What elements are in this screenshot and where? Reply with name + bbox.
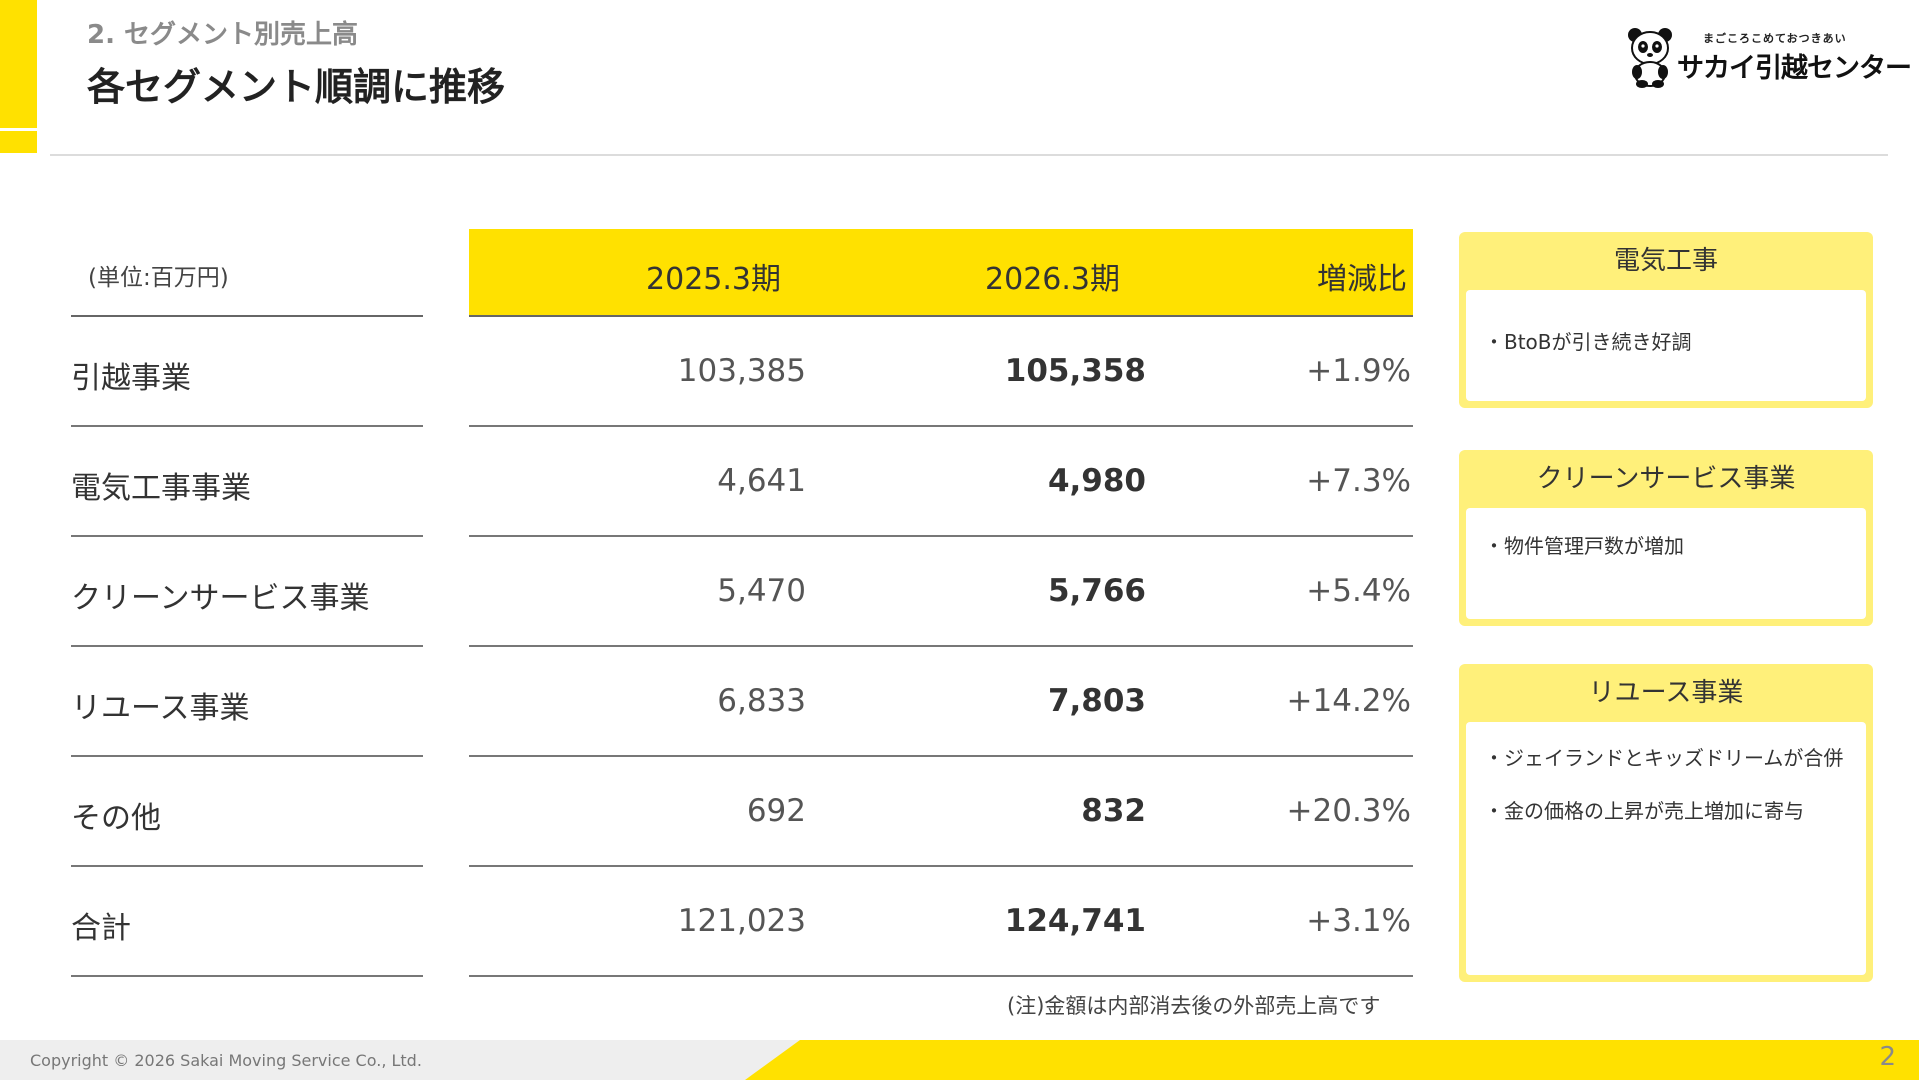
accent-bar-lower xyxy=(0,131,37,153)
cell-curr: 124,741 xyxy=(1004,903,1146,939)
card-body: ・ジェイランドとキッズドリームが合併 ・金の価格の上昇が売上増加に寄与 xyxy=(1466,722,1866,975)
table-header: 2025.3期 2026.3期 増減比 xyxy=(469,229,1413,315)
cell-prev: 6,833 xyxy=(717,683,806,719)
section-label: 2. セグメント別売上高 xyxy=(87,20,359,50)
row-label: 合計 xyxy=(71,911,131,946)
row-rule xyxy=(469,645,1413,647)
card-clean-service: クリーンサービス事業 ・物件管理戸数が増加 xyxy=(1459,450,1873,626)
row-rule xyxy=(71,975,423,977)
cell-diff: +14.2% xyxy=(1286,683,1411,719)
card-title: リユース事業 xyxy=(1588,678,1744,708)
card-item: ・金の価格の上昇が売上増加に寄与 xyxy=(1484,799,1804,823)
cell-prev: 4,641 xyxy=(717,463,806,499)
header-rule xyxy=(469,315,1413,317)
title-divider xyxy=(50,154,1888,156)
cell-curr: 5,766 xyxy=(1047,573,1146,609)
card-body: ・BtoBが引き続き好調 xyxy=(1466,290,1866,401)
row-rule xyxy=(469,865,1413,867)
row-rule xyxy=(469,425,1413,427)
column-header-diff: 増減比 xyxy=(1317,262,1407,297)
cell-diff: +7.3% xyxy=(1306,463,1411,499)
copyright: Copyright © 2026 Sakai Moving Service Co… xyxy=(30,1051,422,1070)
company-logo: まごころこめておつきあい サカイ引越センター xyxy=(1625,24,1912,90)
cell-curr: 832 xyxy=(1081,793,1146,829)
table-note: (注)金額は内部消去後の外部売上高です xyxy=(1007,994,1381,1018)
table-row: クリーンサービス事業 5,470 5,766 +5.4% xyxy=(0,537,1430,647)
logo-tagline: まごころこめておつきあい xyxy=(1703,32,1847,45)
cell-prev: 121,023 xyxy=(677,903,806,939)
card-electrical: 電気工事 ・BtoBが引き続き好調 xyxy=(1459,232,1873,408)
cell-curr: 4,980 xyxy=(1047,463,1146,499)
card-item: ・物件管理戸数が増加 xyxy=(1484,534,1684,558)
table-row: 引越事業 103,385 105,358 +1.9% xyxy=(0,317,1430,427)
cell-diff: +5.4% xyxy=(1306,573,1411,609)
row-rule xyxy=(469,975,1413,977)
card-body: ・物件管理戸数が増加 xyxy=(1466,508,1866,619)
card-item: ・ジェイランドとキッズドリームが合併 xyxy=(1484,746,1844,770)
row-label: クリーンサービス事業 xyxy=(71,581,370,616)
column-header-prev: 2025.3期 xyxy=(646,262,781,297)
row-rule xyxy=(71,865,423,867)
card-title: クリーンサービス事業 xyxy=(1536,464,1796,494)
header-rule xyxy=(71,315,423,317)
table-row: その他 692 832 +20.3% xyxy=(0,757,1430,867)
table-row: リユース事業 6,833 7,803 +14.2% xyxy=(0,647,1430,757)
cell-prev: 103,385 xyxy=(677,353,806,389)
cell-prev: 5,470 xyxy=(717,573,806,609)
row-rule xyxy=(71,645,423,647)
card-title: 電気工事 xyxy=(1613,246,1718,276)
cell-diff: +20.3% xyxy=(1286,793,1411,829)
row-rule xyxy=(71,425,423,427)
cell-diff: +3.1% xyxy=(1306,903,1411,939)
card-reuse: リユース事業 ・ジェイランドとキッズドリームが合併 ・金の価格の上昇が売上増加に… xyxy=(1459,664,1873,982)
cell-curr: 7,803 xyxy=(1047,683,1146,719)
row-rule xyxy=(469,535,1413,537)
row-label: その他 xyxy=(71,801,161,836)
row-rule xyxy=(71,755,423,757)
row-rule xyxy=(71,535,423,537)
accent-bar xyxy=(0,0,37,128)
logo-name: サカイ引越センター xyxy=(1677,53,1912,84)
unit-label: (単位:百万円) xyxy=(88,265,229,291)
table-row-total: 合計 121,023 124,741 +3.1% xyxy=(0,867,1430,977)
cell-diff: +1.9% xyxy=(1306,353,1411,389)
cell-prev: 692 xyxy=(746,793,806,829)
row-label: リユース事業 xyxy=(71,691,250,726)
page-title: 各セグメント順調に推移 xyxy=(87,65,506,109)
page-number: 2 xyxy=(1879,1042,1896,1072)
card-item: ・BtoBが引き続き好調 xyxy=(1484,330,1692,354)
row-rule xyxy=(469,755,1413,757)
row-label: 電気工事事業 xyxy=(71,471,251,506)
cell-curr: 105,358 xyxy=(1004,353,1146,389)
column-header-curr: 2026.3期 xyxy=(985,262,1120,297)
footer-accent xyxy=(745,1040,1919,1080)
panda-mascot-icon xyxy=(1628,28,1672,88)
row-label: 引越事業 xyxy=(71,361,191,396)
table-row: 電気工事事業 4,641 4,980 +7.3% xyxy=(0,427,1430,537)
accent-bar-gap xyxy=(0,128,37,131)
